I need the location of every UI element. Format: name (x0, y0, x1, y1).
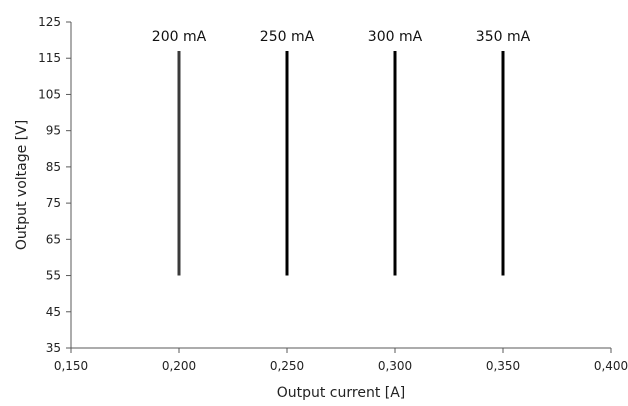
series-label: 300 mA (368, 29, 423, 45)
y-tick-label: 105 (38, 87, 61, 101)
x-axis-title: Output current [A] (277, 385, 406, 401)
x-tick-label: 0,250 (270, 359, 304, 373)
x-tick-label: 0,400 (594, 359, 628, 373)
y-tick-label: 45 (46, 305, 61, 319)
series-label: 350 mA (476, 29, 531, 45)
series-lines (177, 50, 505, 276)
series-labels: 200 mA 250 mA 300 mA 350 mA (152, 29, 531, 45)
y-tick-label: 35 (46, 341, 61, 355)
y-tick-label: 115 (38, 51, 61, 65)
axes (70, 22, 611, 349)
x-tick-label: 0,350 (486, 359, 520, 373)
x-ticks: 0,150 0,200 0,250 0,300 0,350 0,400 (54, 348, 628, 373)
y-tick-label: 55 (46, 269, 61, 283)
x-tick-label: 0,150 (54, 359, 88, 373)
y-axis-title: Output voltage [V] (14, 120, 30, 250)
x-tick-label: 0,200 (162, 359, 196, 373)
x-tick-label: 0,300 (378, 359, 412, 373)
y-ticks: 35 45 55 65 75 85 95 105 115 125 (38, 15, 71, 355)
series-label: 200 mA (152, 29, 207, 45)
y-tick-label: 85 (46, 160, 61, 174)
y-tick-label: 125 (38, 15, 61, 29)
series-label: 250 mA (260, 29, 315, 45)
y-tick-label: 65 (46, 232, 61, 246)
y-tick-label: 95 (46, 124, 61, 138)
y-tick-label: 75 (46, 196, 61, 210)
